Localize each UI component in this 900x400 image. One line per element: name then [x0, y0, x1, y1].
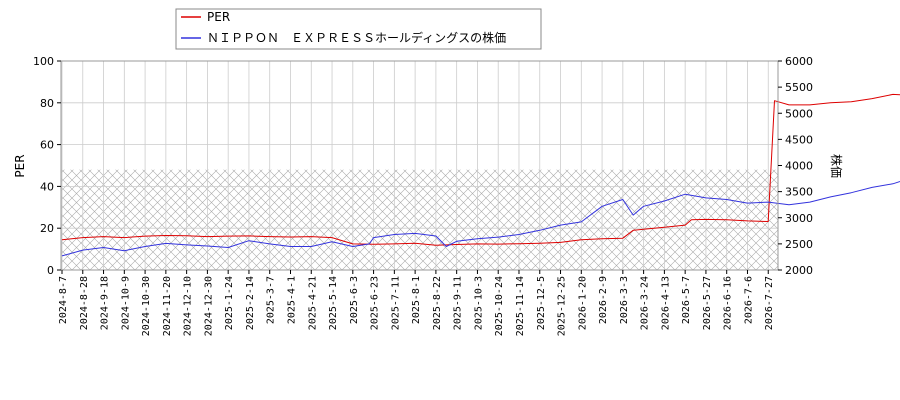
- y-right-tick-label: 4000: [785, 160, 813, 173]
- x-axis: 2024-8-7 2024-8-28 2024-9-18 2024-10-9 2024-…: [58, 270, 775, 336]
- x-tick-label: 2024-12-30: [203, 276, 214, 336]
- x-tick-label: 2025-6-23: [370, 276, 381, 330]
- y-axis-left: 0 20 40 60 80 100: [33, 55, 61, 277]
- x-tick-label: 2024-8-7: [58, 276, 69, 324]
- y-right-tick-label: 3500: [785, 186, 813, 199]
- y-right-tick-label: 5000: [785, 107, 813, 120]
- y-axis-right: 2000 2500 3000 3500 4000 4500 5000 5500 6000: [778, 55, 813, 277]
- x-tick-label: 2026-2-9: [598, 276, 609, 324]
- y-axis-left-label: PER: [13, 154, 27, 177]
- x-tick-label: 2025-6-3: [349, 276, 360, 324]
- x-tick-label: 2024-8-28: [79, 276, 90, 330]
- x-tick-label: 2026-7-27: [764, 276, 775, 330]
- legend-box: [175, 8, 542, 50]
- y-right-tick-label: 6000: [785, 55, 813, 68]
- x-tick-label: 2025-8-1: [411, 276, 422, 324]
- x-tick-label: 2026-5-27: [702, 276, 713, 330]
- y-axis-right-label: 株価: [829, 154, 844, 178]
- y-left-tick-label: 100: [33, 55, 54, 68]
- x-tick-label: 2026-5-7: [681, 276, 692, 324]
- x-tick-label: 2025-5-14: [328, 276, 339, 330]
- y-right-tick-label: 4500: [785, 133, 813, 146]
- x-tick-label: 2026-6-16: [723, 276, 734, 330]
- series-line-price: [61, 180, 900, 257]
- y-right-tick-label: 5500: [785, 81, 813, 94]
- legend-label-per: PER: [207, 10, 230, 24]
- x-tick-label: 2025-4-21: [307, 276, 318, 330]
- series-lines: [61, 93, 900, 257]
- y-left-tick-label: 80: [40, 97, 54, 110]
- x-tick-label: 2025-4-1: [286, 276, 297, 324]
- x-tick-label: 2025-3-7: [266, 276, 277, 324]
- x-tick-label: 2026-3-3: [619, 276, 630, 324]
- x-tick-label: 2025-1-24: [224, 276, 235, 330]
- y-right-tick-label: 2000: [785, 264, 813, 277]
- legend-label-price: ＮＩＰＰＯＮ ＥＸＰＲＥＳＳホールディングスの株価: [207, 30, 506, 45]
- y-right-tick-label: 2500: [785, 238, 813, 251]
- x-tick-label: 2024-11-20: [162, 276, 173, 336]
- x-tick-label: 2025-9-11: [453, 276, 464, 330]
- x-tick-label: 2026-4-13: [660, 276, 671, 330]
- x-tick-label: 2025-10-3: [473, 276, 484, 330]
- x-tick-label: 2026-7-6: [743, 276, 754, 324]
- x-tick-label: 2025-11-14: [515, 276, 526, 336]
- series-line-per: [61, 93, 900, 246]
- x-tick-label: 2024-10-9: [120, 276, 131, 330]
- x-tick-label: 2024-12-10: [183, 276, 194, 336]
- x-tick-label: 2025-7-11: [390, 276, 401, 330]
- x-tick-label: 2025-12-25: [557, 276, 568, 336]
- y-right-tick-label: 3000: [785, 212, 813, 225]
- x-tick-label: 2024-10-30: [141, 276, 152, 336]
- x-tick-label: 2025-8-22: [432, 276, 443, 330]
- x-tick-label: 2026-1-20: [577, 276, 588, 330]
- hatch-band: [61, 169, 778, 270]
- y-left-tick-label: 0: [47, 264, 54, 277]
- x-tick-label: 2025-10-24: [494, 276, 505, 336]
- x-tick-label: 2026-3-24: [640, 276, 651, 330]
- y-left-tick-label: 60: [40, 139, 54, 152]
- y-left-tick-label: 20: [40, 222, 54, 235]
- y-left-tick-label: 40: [40, 180, 54, 193]
- legend: PER ＮＩＰＰＯＮ ＥＸＰＲＥＳＳホールディングスの株価: [175, 8, 542, 50]
- x-tick-label: 2024-9-18: [100, 276, 111, 330]
- x-tick-label: 2025-2-14: [245, 276, 256, 330]
- x-tick-label: 2025-12-5: [536, 276, 547, 330]
